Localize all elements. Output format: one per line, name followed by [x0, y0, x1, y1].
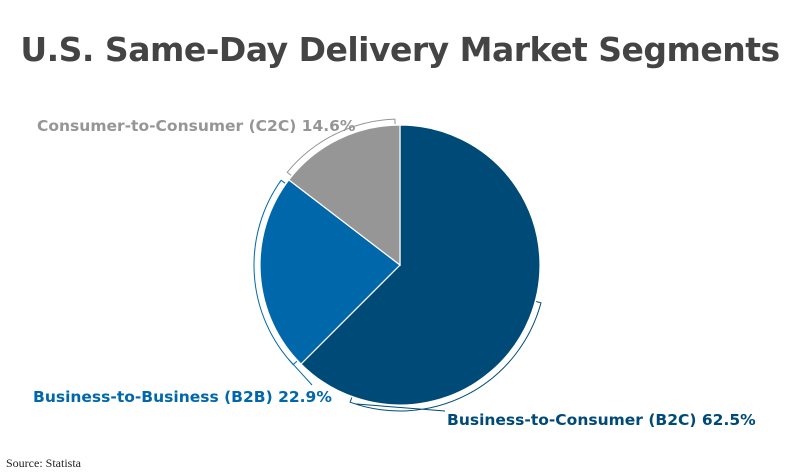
source-note: Source: Statista [6, 456, 81, 470]
pie-slice-consumer-to-consumer-c2c [287, 124, 401, 267]
leader-line [286, 118, 396, 176]
slice-label: Consumer-to-Consumer (C2C) 14.6% [37, 117, 356, 135]
slice-label: Business-to-Consumer (B2C) 62.5% [447, 411, 756, 429]
pie-slice-business-to-business-b2b [259, 179, 401, 365]
chart-title: U.S. Same-Day Delivery Market Segments [20, 30, 780, 69]
leader-line [253, 179, 313, 386]
slice-label: Business-to-Business (B2B) 22.9% [33, 388, 332, 406]
leader-line [349, 301, 542, 412]
pie-slice-business-to-consumer-b2c [300, 124, 541, 406]
